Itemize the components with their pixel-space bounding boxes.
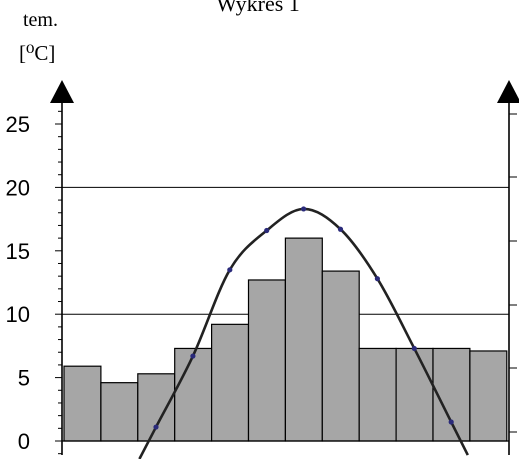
y-tick-label-20: 20 [6,175,30,200]
line-point-1 [153,424,159,430]
y-tick-label-5: 5 [18,366,30,391]
bar-3 [137,373,176,442]
right-axis-arrow [497,80,519,103]
line-point-5 [301,206,307,212]
y-axis-label-line1: tem. [23,9,58,31]
bar-6 [247,279,287,442]
line-point-2 [190,353,196,359]
line-layer [138,206,469,459]
bar-7 [284,237,323,442]
bar-12 [469,350,508,442]
line-point-3 [227,267,233,273]
bar-2 [100,382,139,442]
line-point-4 [264,227,270,234]
bar-5 [211,323,250,442]
line-point-6 [337,226,344,232]
y-axis-label-line2: [⁰C] [19,41,55,65]
bar-10 [395,347,434,442]
y-tick-label-15: 15 [6,239,30,264]
line-point-7 [374,276,380,282]
axis-layer [50,80,519,455]
bars-layer [63,237,508,442]
bar-8 [321,270,360,442]
bar-9 [358,347,397,442]
text-layer: Wykres 1 tem. [⁰C] 0 5 10 15 20 25 [6,0,300,454]
bar-1 [63,365,102,442]
bar-4 [174,347,213,442]
y-tick-label-10: 10 [6,302,30,327]
y-tick-label-25: 25 [6,112,30,137]
y-tick-label-0: 0 [18,429,30,454]
left-axis-arrow [50,80,74,103]
line-point-9 [448,419,454,425]
chart-title: Wykres 1 [216,0,300,16]
line-point-8 [411,345,417,352]
